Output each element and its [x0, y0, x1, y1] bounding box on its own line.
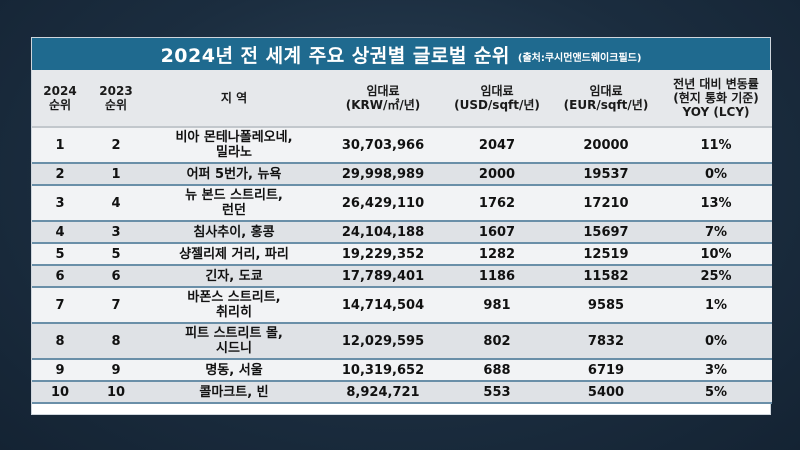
page-title: 2024년 전 세계 주요 상권별 글로벌 순위: [160, 44, 510, 67]
region-cell: 침사추이, 홍콩: [144, 221, 324, 244]
yoy-cell: 11%: [660, 127, 772, 164]
region-cell: 긴자, 도쿄: [144, 265, 324, 288]
rank-2024-cell: 10: [32, 381, 88, 404]
rank-2024-cell: 5: [32, 243, 88, 266]
yoy-cell: 7%: [660, 221, 772, 244]
header-rank-2023: 2023 순위: [88, 70, 144, 128]
rank-2023-cell: 3: [88, 221, 144, 244]
ranking-table-frame: 2024년 전 세계 주요 상권별 글로벌 순위 (출처:쿠시먼앤드웨이크필드)…: [31, 37, 772, 415]
yoy-cell: 5%: [660, 381, 772, 404]
rank-2023-cell: 6: [88, 265, 144, 288]
rent-eur-cell: 17210: [552, 185, 660, 222]
rent-usd-cell: 2000: [442, 163, 552, 186]
yoy-cell: 3%: [660, 359, 772, 382]
header-rent-krw: 임대료 (KRW/㎡/년): [324, 70, 442, 128]
rank-2023-cell: 8: [88, 323, 144, 360]
rank-2024-cell: 1: [32, 127, 88, 164]
rent-usd-cell: 1762: [442, 185, 552, 222]
rent-usd-cell: 1607: [442, 221, 552, 244]
ranking-table: 2024 순위 2023 순위 지 역 임대료 (KRW/㎡/년) 임대료 (U…: [32, 70, 772, 404]
region-cell: 명동, 서울: [144, 359, 324, 382]
rent-krw-cell: 12,029,595: [324, 323, 442, 360]
rent-usd-cell: 1186: [442, 265, 552, 288]
rent-eur-cell: 6719: [552, 359, 660, 382]
rank-2023-cell: 2: [88, 127, 144, 164]
table-row: 2 1 어퍼 5번가, 뉴욕 29,998,989 2000 19537 0%: [32, 163, 772, 186]
rent-krw-cell: 19,229,352: [324, 243, 442, 266]
rank-2024-cell: 9: [32, 359, 88, 382]
region-cell: 샹젤리제 거리, 파리: [144, 243, 324, 266]
header-rank-2024: 2024 순위: [32, 70, 88, 128]
rent-eur-cell: 5400: [552, 381, 660, 404]
table-row: 8 8 피트 스트리트 몰, 시드니 12,029,595 802 7832 0%: [32, 323, 772, 360]
rent-usd-cell: 553: [442, 381, 552, 404]
rank-2024-cell: 8: [32, 323, 88, 360]
rank-2023-cell: 5: [88, 243, 144, 266]
yoy-cell: 10%: [660, 243, 772, 266]
region-cell: 뉴 본드 스트리트, 런던: [144, 185, 324, 222]
rank-2024-cell: 4: [32, 221, 88, 244]
rent-usd-cell: 802: [442, 323, 552, 360]
header-rent-usd: 임대료 (USD/sqft/년): [442, 70, 552, 128]
header-region: 지 역: [144, 70, 324, 128]
rank-2023-cell: 1: [88, 163, 144, 186]
rent-eur-cell: 20000: [552, 127, 660, 164]
table-row: 6 6 긴자, 도쿄 17,789,401 1186 11582 25%: [32, 265, 772, 288]
region-cell: 콜마크트, 빈: [144, 381, 324, 404]
rent-eur-cell: 9585: [552, 287, 660, 324]
yoy-cell: 0%: [660, 323, 772, 360]
yoy-cell: 25%: [660, 265, 772, 288]
rent-eur-cell: 12519: [552, 243, 660, 266]
rent-usd-cell: 1282: [442, 243, 552, 266]
header-rent-eur: 임대료 (EUR/sqft/년): [552, 70, 660, 128]
table-header-row: 2024 순위 2023 순위 지 역 임대료 (KRW/㎡/년) 임대료 (U…: [32, 70, 772, 128]
rent-krw-cell: 29,998,989: [324, 163, 442, 186]
rent-krw-cell: 30,703,966: [324, 127, 442, 164]
table-row: 4 3 침사추이, 홍콩 24,104,188 1607 15697 7%: [32, 221, 772, 244]
rent-usd-cell: 2047: [442, 127, 552, 164]
rent-eur-cell: 11582: [552, 265, 660, 288]
rank-2024-cell: 6: [32, 265, 88, 288]
rent-eur-cell: 15697: [552, 221, 660, 244]
region-cell: 어퍼 5번가, 뉴욕: [144, 163, 324, 186]
title-bar: 2024년 전 세계 주요 상권별 글로벌 순위 (출처:쿠시먼앤드웨이크필드): [32, 38, 770, 70]
rent-usd-cell: 981: [442, 287, 552, 324]
rent-eur-cell: 19537: [552, 163, 660, 186]
table-row: 10 10 콜마크트, 빈 8,924,721 553 5400 5%: [32, 381, 772, 404]
rank-2024-cell: 7: [32, 287, 88, 324]
region-cell: 비아 몬테나폴레오네, 밀라노: [144, 127, 324, 164]
table-row: 7 7 바폰스 스트리트, 취리히 14,714,504 981 9585 1%: [32, 287, 772, 324]
rank-2024-cell: 3: [32, 185, 88, 222]
source-note: (출처:쿠시먼앤드웨이크필드): [517, 53, 642, 64]
table-row: 1 2 비아 몬테나폴레오네, 밀라노 30,703,966 2047 20000 11%: [32, 127, 772, 164]
rent-krw-cell: 14,714,504: [324, 287, 442, 324]
rent-krw-cell: 26,429,110: [324, 185, 442, 222]
rent-krw-cell: 8,924,721: [324, 381, 442, 404]
rent-krw-cell: 24,104,188: [324, 221, 442, 244]
rent-eur-cell: 7832: [552, 323, 660, 360]
rent-krw-cell: 17,789,401: [324, 265, 442, 288]
table-row: 5 5 샹젤리제 거리, 파리 19,229,352 1282 12519 10%: [32, 243, 772, 266]
rank-2023-cell: 10: [88, 381, 144, 404]
rent-krw-cell: 10,319,652: [324, 359, 442, 382]
rank-2024-cell: 2: [32, 163, 88, 186]
yoy-cell: 1%: [660, 287, 772, 324]
region-cell: 바폰스 스트리트, 취리히: [144, 287, 324, 324]
yoy-cell: 0%: [660, 163, 772, 186]
header-yoy: 전년 대비 변동률 (현지 통화 기준) YOY (LCY): [660, 70, 772, 128]
rent-usd-cell: 688: [442, 359, 552, 382]
rank-2023-cell: 7: [88, 287, 144, 324]
region-cell: 피트 스트리트 몰, 시드니: [144, 323, 324, 360]
rank-2023-cell: 4: [88, 185, 144, 222]
yoy-cell: 13%: [660, 185, 772, 222]
rank-2023-cell: 9: [88, 359, 144, 382]
table-row: 9 9 명동, 서울 10,319,652 688 6719 3%: [32, 359, 772, 382]
